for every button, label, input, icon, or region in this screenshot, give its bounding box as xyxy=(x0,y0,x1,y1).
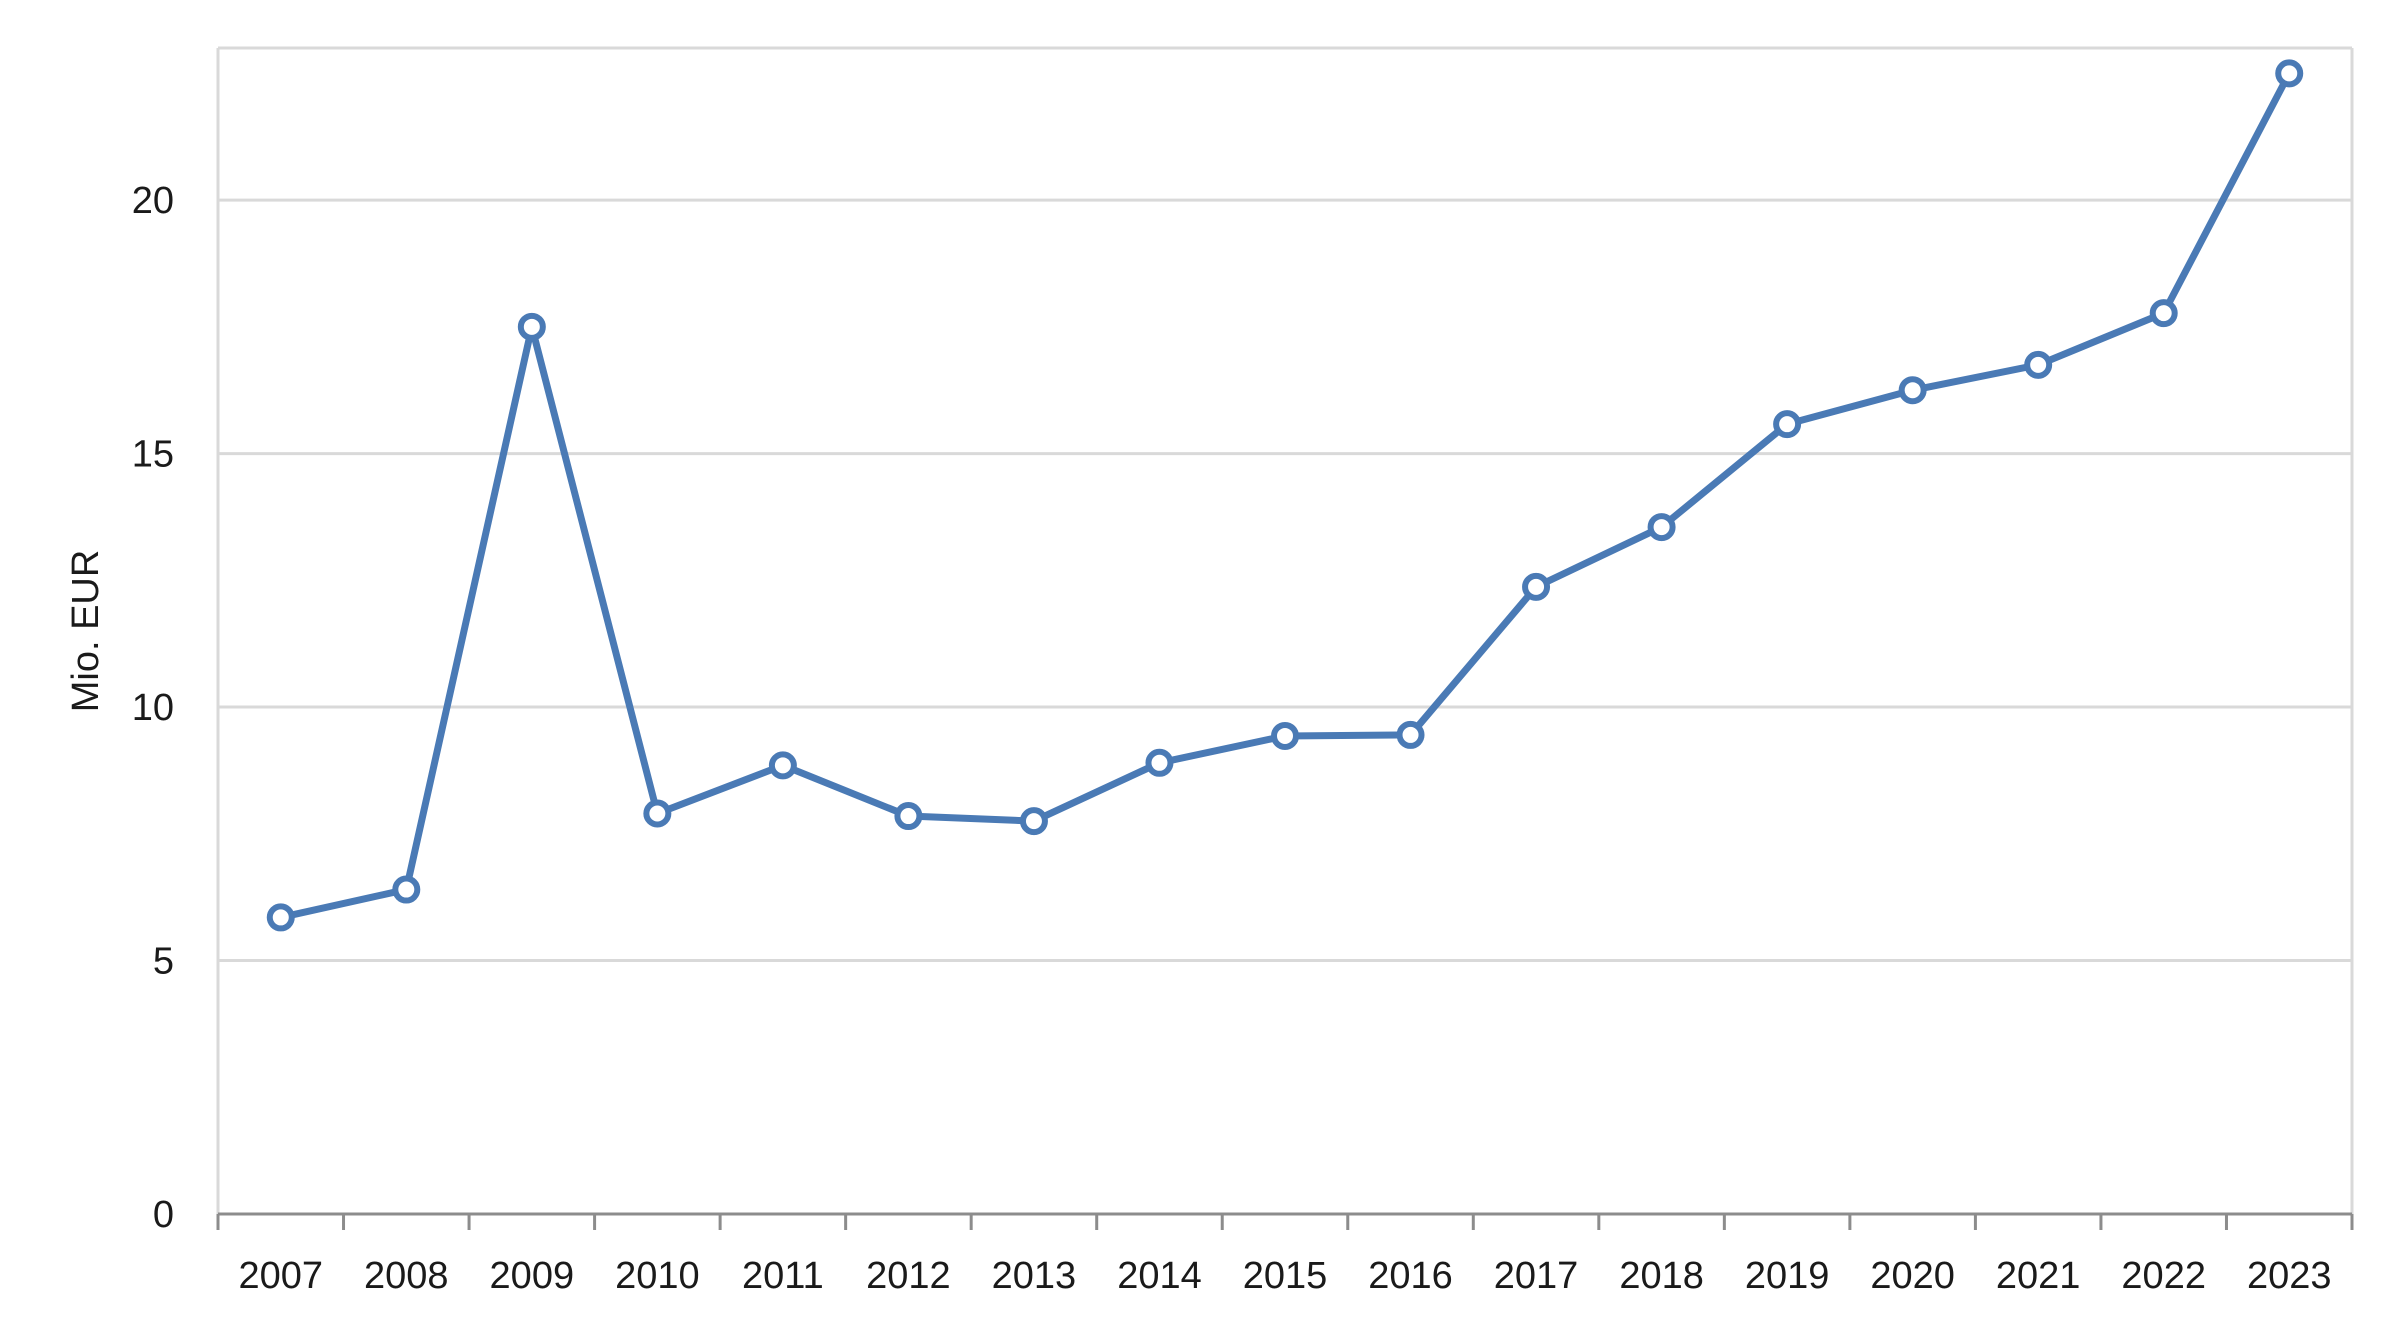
data-point xyxy=(1145,748,1174,777)
data-point xyxy=(2149,299,2178,328)
x-tick-label: 2014 xyxy=(1117,1255,1202,1297)
x-tick-label: 2021 xyxy=(1996,1255,2081,1297)
axes xyxy=(216,1212,2354,1230)
data-point xyxy=(894,802,923,831)
data-point xyxy=(392,875,421,904)
x-tick-label: 2020 xyxy=(1870,1255,1955,1297)
data-point xyxy=(1271,721,1299,750)
data-point xyxy=(1647,513,1676,542)
y-tick-label: 5 xyxy=(153,941,174,983)
data-point xyxy=(768,751,797,780)
y-tick-label: 0 xyxy=(153,1194,174,1236)
data-point xyxy=(2275,59,2304,88)
x-tick-label: 2019 xyxy=(1745,1255,1830,1297)
x-tick-label: 2010 xyxy=(615,1255,700,1297)
data-point xyxy=(517,312,546,341)
data-point xyxy=(2024,350,2053,379)
x-tick-label: 2013 xyxy=(992,1255,1077,1297)
y-axis-title: Mio. EUR xyxy=(65,550,107,713)
x-tick-label: 2018 xyxy=(1619,1255,1704,1297)
data-point xyxy=(1396,720,1425,749)
x-tick-label: 2017 xyxy=(1494,1255,1579,1297)
x-tick-label: 2008 xyxy=(364,1255,449,1297)
y-tick-label: 20 xyxy=(132,180,174,222)
y-tick-label: 10 xyxy=(132,687,174,729)
x-tick-label: 2016 xyxy=(1368,1255,1453,1297)
data-point xyxy=(1773,410,1802,439)
x-tick-label: 2022 xyxy=(2121,1255,2206,1297)
labels: 0 5 10 15 20 2007 2008 2009 2010 2011 2012 2013 2014… xyxy=(65,180,2332,1297)
x-tick-label: 2012 xyxy=(866,1255,951,1297)
data-point xyxy=(1898,376,1927,405)
data-point xyxy=(643,799,672,828)
y-tick-label: 15 xyxy=(132,434,174,476)
x-tick-label: 2009 xyxy=(490,1255,575,1297)
x-tick-label: 2011 xyxy=(742,1255,824,1297)
data-point xyxy=(266,903,295,932)
gridlines xyxy=(216,46,2354,1214)
series xyxy=(266,59,2304,932)
data-point xyxy=(1019,807,1048,836)
data-point xyxy=(1522,572,1551,601)
x-tick-label: 2015 xyxy=(1243,1255,1328,1297)
x-tick-label: 2007 xyxy=(238,1255,323,1297)
x-tick-label: 2023 xyxy=(2247,1255,2332,1297)
